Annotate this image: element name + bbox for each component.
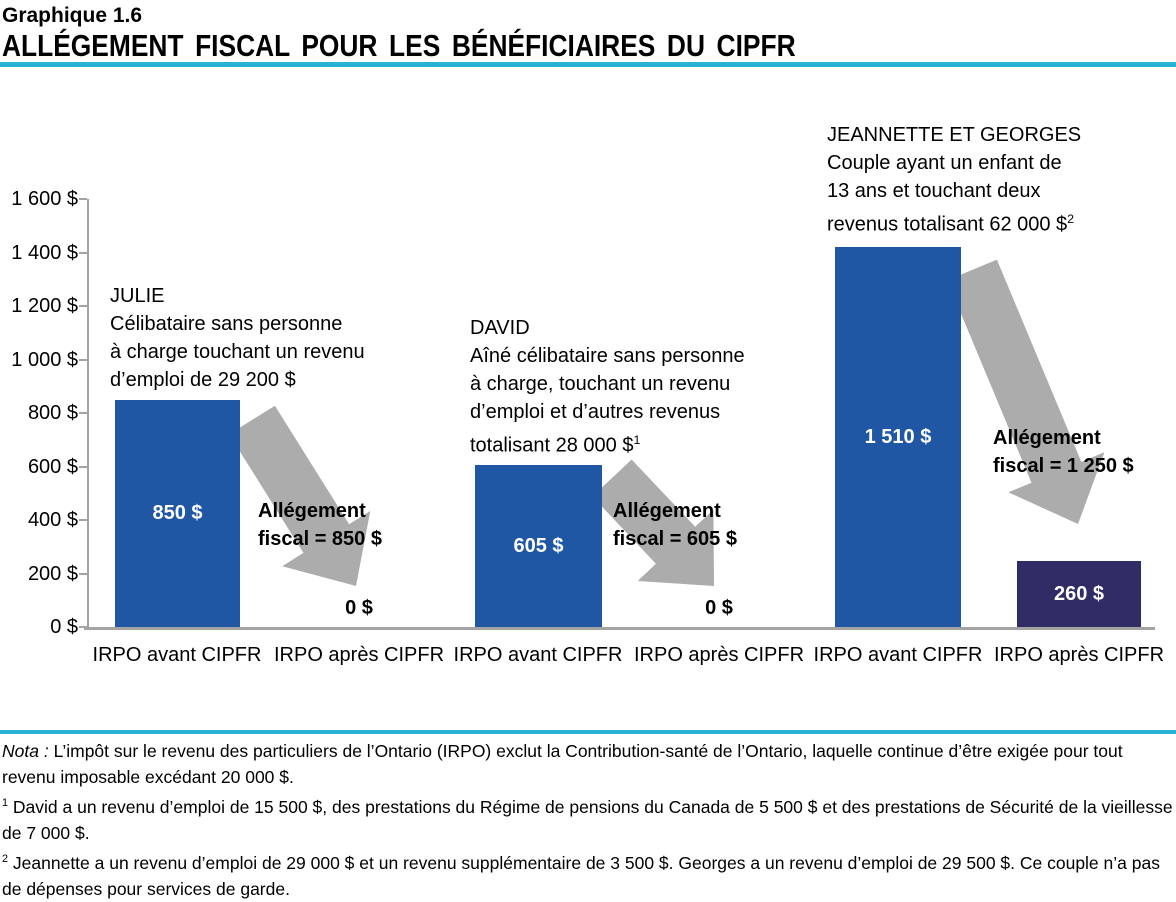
tax-relief-arrow-icon xyxy=(229,405,371,586)
annotation-line: à charge, touchant un revenu xyxy=(470,373,731,395)
y-tick-mark xyxy=(79,572,87,575)
chart-kicker: Graphique 1.6 xyxy=(2,4,143,27)
title-rule xyxy=(0,62,1176,67)
bar-value-label: 1 510 $ xyxy=(864,425,932,448)
y-tick-label: 200 $ xyxy=(27,562,78,585)
annotation-line: Célibataire sans personne xyxy=(110,313,343,335)
y-tick-mark xyxy=(79,305,87,307)
nota-label: Nota : xyxy=(2,741,49,761)
person-name: DAVID xyxy=(470,317,530,339)
bar-julie-irpo-avant-cipfr: 850 $ xyxy=(115,400,240,627)
y-tick-label: 1 400 $ xyxy=(11,241,78,264)
x-label-david-apres: IRPO après CIPFR xyxy=(633,644,805,666)
person-name: JULIE xyxy=(110,285,165,307)
y-tick-label: 1 200 $ xyxy=(11,295,78,317)
bar-jeannette-irpo-avant-cipfr: 1 510 $ xyxy=(835,247,961,627)
y-tick-label: 600 $ xyxy=(27,455,78,478)
annotation-line: Aîné célibataire sans personne xyxy=(470,345,745,367)
relief-label-david: Allégement fiscal = 605 $ xyxy=(613,500,737,550)
person-name: JEANNETTE ET GEORGES xyxy=(827,124,1082,146)
annotation-line: d’emploi et d’autres revenus xyxy=(470,401,721,423)
tax-relief-arrow-icon xyxy=(592,459,714,586)
annotation-julie: JULIE Célibataire sans personne à charge… xyxy=(110,282,365,394)
y-tick-mark xyxy=(79,358,87,361)
x-label-david-avant: IRPO avant CIPFR xyxy=(453,644,623,666)
annotation-line: à charge touchant un revenu xyxy=(110,341,365,363)
footer-notes: Nota : L’impôt sur le revenu des particu… xyxy=(0,738,1176,902)
y-tick-label: 0 $ xyxy=(50,616,78,638)
footnote-ref-2: 2 xyxy=(1067,212,1075,226)
annotation-line: revenus totalisant 62 000 $2 xyxy=(827,212,1075,236)
x-label-jeannette-avant: IRPO avant CIPFR xyxy=(813,644,983,666)
bar-david-irpo-avant-cipfr: 605 $ xyxy=(475,465,602,627)
y-axis-line xyxy=(87,199,89,627)
annotation-line: 13 ans et touchant deux xyxy=(827,180,1041,202)
y-tick-mark xyxy=(79,626,87,628)
annotation-david: DAVID Aîné célibataire sans personne à c… xyxy=(470,314,745,460)
tax-relief-arrows xyxy=(229,259,1105,586)
footnote-1: 1 David a un revenu d’emploi de 15 500 $… xyxy=(2,796,1173,843)
y-tick-label: 1 000 $ xyxy=(11,348,78,371)
x-label-julie-avant: IRPO avant CIPFR xyxy=(92,644,262,666)
relief-label-jeannette: Allégement fiscal = 1 250 $ xyxy=(993,427,1134,477)
footnote-ref-1: 1 xyxy=(633,433,641,447)
y-tick-label: 400 $ xyxy=(27,509,78,531)
y-tick-mark xyxy=(79,519,87,521)
bar-value-label: 260 $ xyxy=(1053,582,1105,605)
y-tick-label: 800 $ xyxy=(27,402,78,424)
page-title: ALLÉGEMENT FISCAL POUR LES BÉNÉFICIAIRES… xyxy=(2,28,796,63)
annotation-line: Couple ayant un enfant de xyxy=(827,152,1062,174)
after-value-julie: 0 $ xyxy=(345,597,373,619)
annotation-jeannette-georges: JEANNETTE ET GEORGES Couple ayant un enf… xyxy=(827,121,1081,239)
y-tick-mark xyxy=(79,412,87,414)
x-axis-line xyxy=(84,627,1155,630)
nota: Nota : L’impôt sur le revenu des particu… xyxy=(2,741,1123,787)
bar-value-label: 605 $ xyxy=(513,534,564,557)
bar-value-label: 850 $ xyxy=(152,502,203,524)
y-tick-mark xyxy=(79,251,87,254)
after-value-david: 0 $ xyxy=(705,597,733,619)
footer-rule xyxy=(0,730,1176,734)
y-tick-mark xyxy=(79,465,87,468)
relief-label-julie: Allégement fiscal = 850 $ xyxy=(258,500,382,550)
y-tick-label: 1 600 $ xyxy=(11,188,78,210)
annotation-line: d’emploi de 29 200 $ xyxy=(110,369,296,391)
footnote-2: 2 Jeannette a un revenu d’emploi de 29 0… xyxy=(2,852,1160,899)
x-label-jeannette-apres: IRPO après CIPFR xyxy=(993,644,1165,666)
y-tick-mark xyxy=(79,198,87,200)
tax-relief-arrow-icon xyxy=(947,259,1105,524)
annotation-line: totalisant 28 000 $1 xyxy=(470,433,641,457)
x-label-julie-apres: IRPO après CIPFR xyxy=(273,644,445,666)
bar-jeannette-irpo-apres-cipfr: 260 $ xyxy=(1017,561,1141,627)
